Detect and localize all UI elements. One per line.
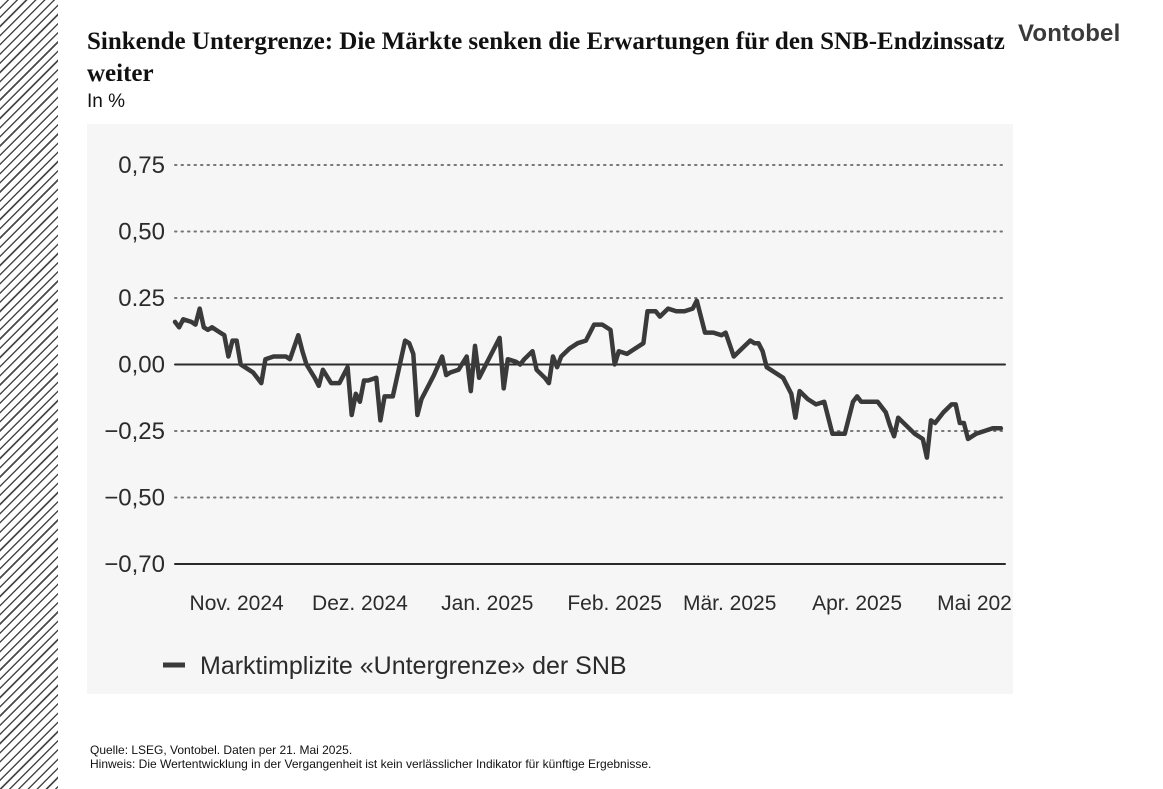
y-tick-label: 0,50 xyxy=(118,219,165,246)
y-tick-label: −0,50 xyxy=(104,485,165,512)
y-tick-label: 0,75 xyxy=(118,152,165,179)
footnote: Quelle: LSEG, Vontobel. Daten per 21. Ma… xyxy=(90,743,651,771)
x-tick-label: Apr. 2025 xyxy=(812,592,902,615)
source-note: Quelle: LSEG, Vontobel. Daten per 21. Ma… xyxy=(90,743,353,757)
x-tick-label: Jan. 2025 xyxy=(441,592,533,615)
y-tick-label: −0,25 xyxy=(104,418,165,445)
hatched-side-bar xyxy=(0,0,58,789)
x-tick-label: Nov. 2024 xyxy=(190,592,284,615)
x-tick-label: Mai 2025 xyxy=(937,592,1013,615)
y-tick-label: 0,00 xyxy=(118,352,165,379)
series-line xyxy=(172,298,1004,460)
x-tick-label: Dez. 2024 xyxy=(312,592,408,615)
line-chart: 0,75 0,50 0.25 0,00 −0,25 −0,50 −0,70 Nov. 2024… xyxy=(104,152,1013,680)
chart-unit: In % xyxy=(87,91,126,112)
vontobel-logo: Vontobel xyxy=(1018,20,1121,47)
y-tick-label: 0.25 xyxy=(118,285,165,312)
x-tick-label: Feb. 2025 xyxy=(567,592,662,615)
chart-panel: 0,75 0,50 0.25 0,00 −0,25 −0,50 −0,70 Nov. 2024… xyxy=(87,124,1013,694)
disclaimer-note: Hinweis: Die Wertentwicklung in der Verg… xyxy=(90,757,652,771)
y-tick-label: −0,70 xyxy=(104,551,165,578)
legend-label: Marktimplizite «Untergrenze» der SNB xyxy=(200,652,627,680)
chart-title: Sinkende Untergrenze: Die Märkte senken … xyxy=(87,28,1005,87)
x-tick-label: Mär. 2025 xyxy=(683,592,776,615)
